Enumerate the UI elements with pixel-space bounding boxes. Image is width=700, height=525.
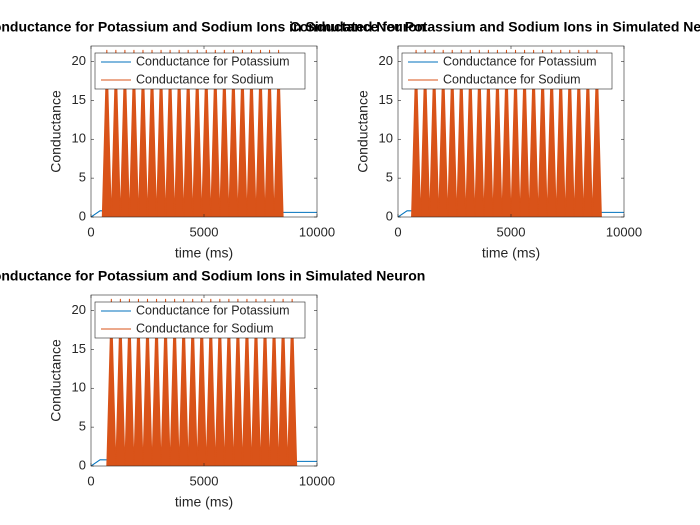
legend-label: Conductance for Sodium bbox=[136, 321, 274, 335]
y-tick-label: 20 bbox=[72, 53, 86, 68]
legend-box bbox=[401, 52, 613, 90]
x-tick-label: 10000 bbox=[299, 473, 335, 488]
y-tick-label: 0 bbox=[79, 457, 86, 472]
x-tick-label: 5000 bbox=[190, 224, 219, 239]
y-tick-label: 20 bbox=[379, 53, 393, 68]
series-line bbox=[101, 49, 284, 217]
x-axis-label: time (ms) bbox=[482, 245, 540, 261]
chart-title: Conductance for Potassium and Sodium Ion… bbox=[0, 19, 425, 35]
plot-area bbox=[91, 298, 317, 466]
y-tick-label: 5 bbox=[386, 170, 393, 185]
legend-box bbox=[94, 52, 306, 90]
y-tick-label: 0 bbox=[386, 208, 393, 223]
chart-title: Conductance for Potassium and Sodium Ion… bbox=[0, 268, 425, 284]
x-tick-label: 10000 bbox=[606, 224, 642, 239]
y-tick-label: 0 bbox=[79, 208, 86, 223]
legend-label: Conductance for Potassium bbox=[136, 54, 290, 68]
subplot: 0 5000 10000 0 5 10 15 20 time (ms) Conductance Co… bbox=[290, 19, 700, 261]
plot-area bbox=[398, 49, 624, 217]
y-axis-label: Conductance bbox=[355, 90, 371, 173]
y-axis-label: Conductance bbox=[48, 339, 64, 422]
y-tick-label: 15 bbox=[72, 92, 86, 107]
y-tick-label: 10 bbox=[379, 131, 393, 146]
y-axis-label: Conductance bbox=[48, 90, 64, 173]
y-tick-label: 5 bbox=[79, 170, 86, 185]
series-line bbox=[411, 49, 602, 217]
x-axis-label: time (ms) bbox=[175, 494, 233, 510]
x-tick-label: 0 bbox=[87, 473, 94, 488]
x-tick-label: 0 bbox=[87, 224, 94, 239]
legend-label: Conductance for Potassium bbox=[443, 54, 597, 68]
x-tick-label: 5000 bbox=[190, 473, 219, 488]
plot-area bbox=[91, 49, 317, 217]
x-tick-label: 0 bbox=[394, 224, 401, 239]
y-tick-label: 15 bbox=[72, 341, 86, 356]
legend-label: Conductance for Potassium bbox=[136, 303, 290, 317]
legend-label: Conductance for Sodium bbox=[443, 72, 581, 86]
x-tick-label: 10000 bbox=[299, 224, 335, 239]
subplot: 0 5000 10000 0 5 10 15 20 time (ms) Conductance Co… bbox=[0, 19, 425, 261]
subplot: 0 5000 10000 0 5 10 15 20 time (ms) Conductance Co… bbox=[0, 268, 425, 510]
y-tick-label: 15 bbox=[379, 92, 393, 107]
y-tick-label: 10 bbox=[72, 131, 86, 146]
legend-label: Conductance for Sodium bbox=[136, 72, 274, 86]
y-tick-label: 5 bbox=[79, 419, 86, 434]
y-tick-label: 10 bbox=[72, 380, 86, 395]
legend-box bbox=[94, 301, 306, 339]
chart-title: Conductance for Potassium and Sodium Ion… bbox=[290, 19, 700, 35]
x-axis-label: time (ms) bbox=[175, 245, 233, 261]
x-tick-label: 5000 bbox=[497, 224, 526, 239]
y-tick-label: 20 bbox=[72, 302, 86, 317]
series-line bbox=[106, 298, 298, 466]
